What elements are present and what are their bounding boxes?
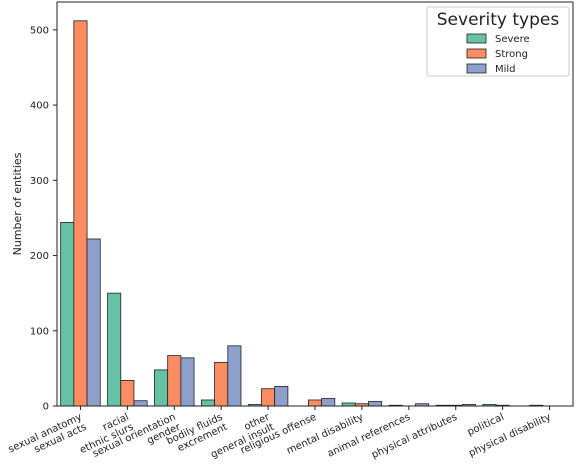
bar-strong-5 <box>307 399 322 407</box>
y-axis: 0 100 200 300 400 500 <box>30 25 57 413</box>
x-tick-label-line: physical attributes <box>370 412 459 461</box>
bar-mild-2 <box>180 357 195 407</box>
y-tick-label: 400 <box>30 101 49 112</box>
bar-mild-3 <box>227 345 242 407</box>
x-tick-label: animal references <box>326 412 412 460</box>
legend-swatch-mild <box>466 63 487 74</box>
y-tick-label: 300 <box>30 176 49 187</box>
y-tick-label: 500 <box>30 25 49 36</box>
x-tick-label: physical attributes <box>370 412 459 461</box>
bar-mild-0 <box>86 238 101 407</box>
y-tick-label: 0 <box>43 402 49 413</box>
legend-swatch-severe <box>466 33 487 44</box>
x-axis: sexual anatomysexual acts racialethnic sl… <box>7 406 553 466</box>
bar-severe-0 <box>60 222 75 407</box>
legend: Severity types Severe Strong Mild <box>426 6 570 77</box>
legend-box <box>426 6 570 77</box>
legend-label-mild: Mild <box>495 64 516 75</box>
legend-label-severe: Severe <box>495 34 530 45</box>
bar-mild-1 <box>133 400 148 407</box>
bar-strong-0 <box>73 20 88 407</box>
legend-title: Severity types <box>437 10 560 30</box>
bar-strong-2 <box>167 355 182 407</box>
x-tick-label: sexual anatomysexual acts <box>7 412 89 466</box>
bar-strong-3 <box>214 361 229 407</box>
y-axis-title: Number of entities <box>11 152 24 255</box>
legend-label-strong: Strong <box>495 49 528 60</box>
x-tick-label-line: animal references <box>326 412 412 460</box>
bar-severe-1 <box>107 292 122 407</box>
legend-swatch-strong <box>466 48 487 59</box>
bar-severe-3 <box>200 399 215 407</box>
x-tick-label-line: physical disability <box>467 412 553 460</box>
bars-layer <box>60 20 544 407</box>
bar-strong-4 <box>261 388 276 407</box>
bar-mild-6 <box>368 401 383 407</box>
bar-strong-1 <box>120 380 135 407</box>
y-tick-label: 200 <box>30 251 49 262</box>
y-tick-label: 100 <box>30 326 49 337</box>
bar-mild-5 <box>321 398 336 407</box>
bar-severe-2 <box>154 369 169 407</box>
bar-mild-4 <box>274 386 289 407</box>
x-tick-label: physical disability <box>467 412 553 460</box>
